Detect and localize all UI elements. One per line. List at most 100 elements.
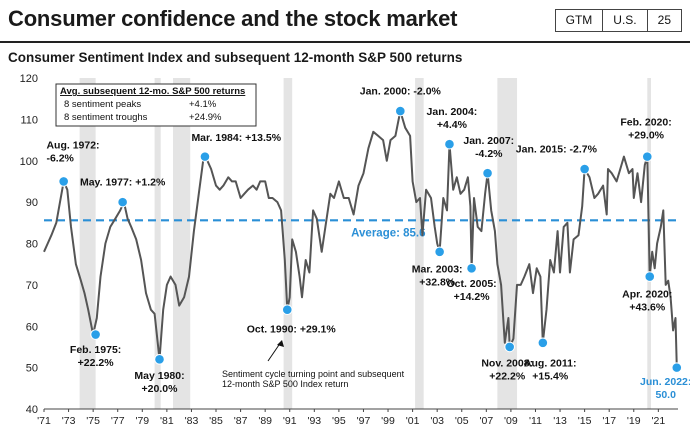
marker-label: Jun. 2022:: [640, 376, 690, 388]
marker-label: Feb. 2020:: [620, 117, 671, 129]
returns-table-row-label: 8 sentiment peaks: [64, 99, 141, 110]
x-tick-label: '01: [406, 415, 420, 427]
marker-trough: [281, 304, 293, 316]
marker-peak: [199, 151, 211, 162]
x-tick-label: '95: [332, 415, 346, 427]
x-tick-label: '91: [283, 415, 297, 427]
y-tick-label: 50: [26, 363, 38, 375]
marker-trough: [90, 329, 101, 340]
x-tick-label: '13: [553, 415, 567, 427]
marker-trough: [644, 271, 656, 282]
x-tick-label: '15: [578, 415, 592, 427]
recession-band: [497, 78, 518, 409]
badge-group: GTM U.S. 25: [554, 9, 682, 32]
marker-label: Jan. 2004:: [427, 106, 478, 118]
marker-label: May 1980:: [134, 370, 184, 382]
returns-table-row-label: 8 sentiment troughs: [64, 112, 148, 123]
marker-peak: [395, 105, 406, 117]
marker-label: Oct. 1990: +29.1%: [247, 323, 337, 335]
marker-label: +43.6%: [629, 301, 666, 313]
recession-band: [154, 78, 161, 409]
marker-label: Apr. 2020:: [622, 288, 672, 300]
y-tick-label: 120: [20, 73, 38, 85]
x-tick-label: '85: [209, 415, 223, 427]
marker-trough: [434, 246, 445, 258]
marker-label: +22.2%: [489, 370, 526, 382]
x-tick-label: '07: [479, 415, 493, 427]
marker-label: Jan. 2007:: [463, 135, 514, 147]
y-tick-label: 80: [26, 239, 38, 251]
sentiment-series-line: [43, 110, 678, 368]
marker-label: +14.2%: [454, 291, 491, 303]
recession-band: [415, 78, 424, 409]
x-tick-label: '71: [37, 415, 51, 427]
x-tick-label: '77: [111, 415, 125, 427]
marker-peak: [579, 163, 590, 175]
y-tick-label: 90: [26, 197, 38, 209]
x-tick-label: '81: [160, 415, 174, 427]
marker-label: Oct. 2005:: [446, 278, 496, 290]
x-tick-label: '83: [185, 415, 199, 427]
x-tick-label: '21: [651, 415, 665, 427]
marker-peak: [482, 167, 493, 179]
x-tick-label: '89: [258, 415, 272, 427]
marker-peak: [58, 176, 69, 187]
marker-peak: [444, 138, 455, 150]
marker-label: +15.4%: [532, 370, 569, 382]
x-tick-label: '75: [86, 415, 100, 427]
chart-title: Consumer Sentiment Index and subsequent …: [8, 50, 463, 65]
marker-trough: [466, 263, 477, 274]
x-tick-label: '17: [602, 415, 616, 427]
marker-label: -6.2%: [46, 152, 74, 164]
x-tick-label: '93: [307, 415, 321, 427]
returns-table-header: Avg. subsequent 12-mo. S&P 500 returns: [60, 86, 245, 97]
y-tick-label: 60: [26, 321, 38, 333]
x-tick-label: '11: [529, 415, 542, 427]
marker-label: Mar. 2003:: [412, 263, 463, 275]
x-tick-label: '87: [234, 415, 248, 427]
x-tick-label: '09: [504, 415, 518, 427]
average-label: Average: 85.6: [351, 227, 425, 239]
marker-trough: [154, 354, 165, 365]
marker-label: Jan. 2000: -2.0%: [360, 86, 442, 98]
badge-page-number: 25: [646, 9, 682, 32]
marker-label: 50.0: [655, 389, 676, 401]
annotation-text: Sentiment cycle turning point and subseq…: [222, 369, 405, 379]
marker-trough: [537, 337, 549, 349]
marker-latest: [671, 362, 683, 373]
y-tick-label: 40: [26, 404, 38, 416]
marker-label: Nov. 2008:: [481, 357, 533, 369]
returns-table-frame: [55, 83, 257, 127]
marker-label: Aug. 2011:: [524, 357, 577, 369]
x-tick-label: '19: [627, 415, 641, 427]
y-tick-label: 70: [26, 280, 38, 292]
marker-label: Feb. 1975:: [70, 344, 121, 356]
x-tick-label: '03: [430, 415, 444, 427]
marker-label: +29.0%: [628, 130, 665, 142]
annotation-text: 12-month S&P 500 Index return: [222, 379, 348, 389]
returns-table-row-value: +24.9%: [189, 112, 222, 123]
annotation-arrowhead: [277, 340, 284, 347]
recession-band: [283, 78, 293, 409]
x-tick-label: '73: [62, 415, 76, 427]
page-title: Consumer confidence and the stock market: [8, 6, 458, 31]
recession-band: [173, 78, 191, 409]
marker-label: +4.4%: [437, 119, 468, 131]
marker-label: -4.2%: [475, 148, 503, 160]
marker-label: Mar. 1984: +13.5%: [191, 132, 281, 144]
y-tick-label: 100: [20, 156, 38, 168]
marker-label: May. 1977: +1.2%: [80, 177, 166, 189]
marker-trough: [504, 341, 515, 353]
title-divider: [0, 41, 690, 43]
x-tick-label: '79: [135, 415, 149, 427]
x-tick-label: '99: [381, 415, 395, 427]
marker-peak: [117, 196, 128, 208]
marker-label: +22.2%: [78, 357, 115, 369]
marker-label: +32.8%: [419, 276, 456, 288]
marker-label: Aug. 1972:: [46, 139, 99, 151]
marker-label: Jan. 2015: -2.7%: [516, 143, 598, 155]
returns-table-row-value: +4.1%: [189, 99, 217, 110]
x-tick-label: '97: [357, 415, 371, 427]
marker-peak: [641, 151, 653, 162]
